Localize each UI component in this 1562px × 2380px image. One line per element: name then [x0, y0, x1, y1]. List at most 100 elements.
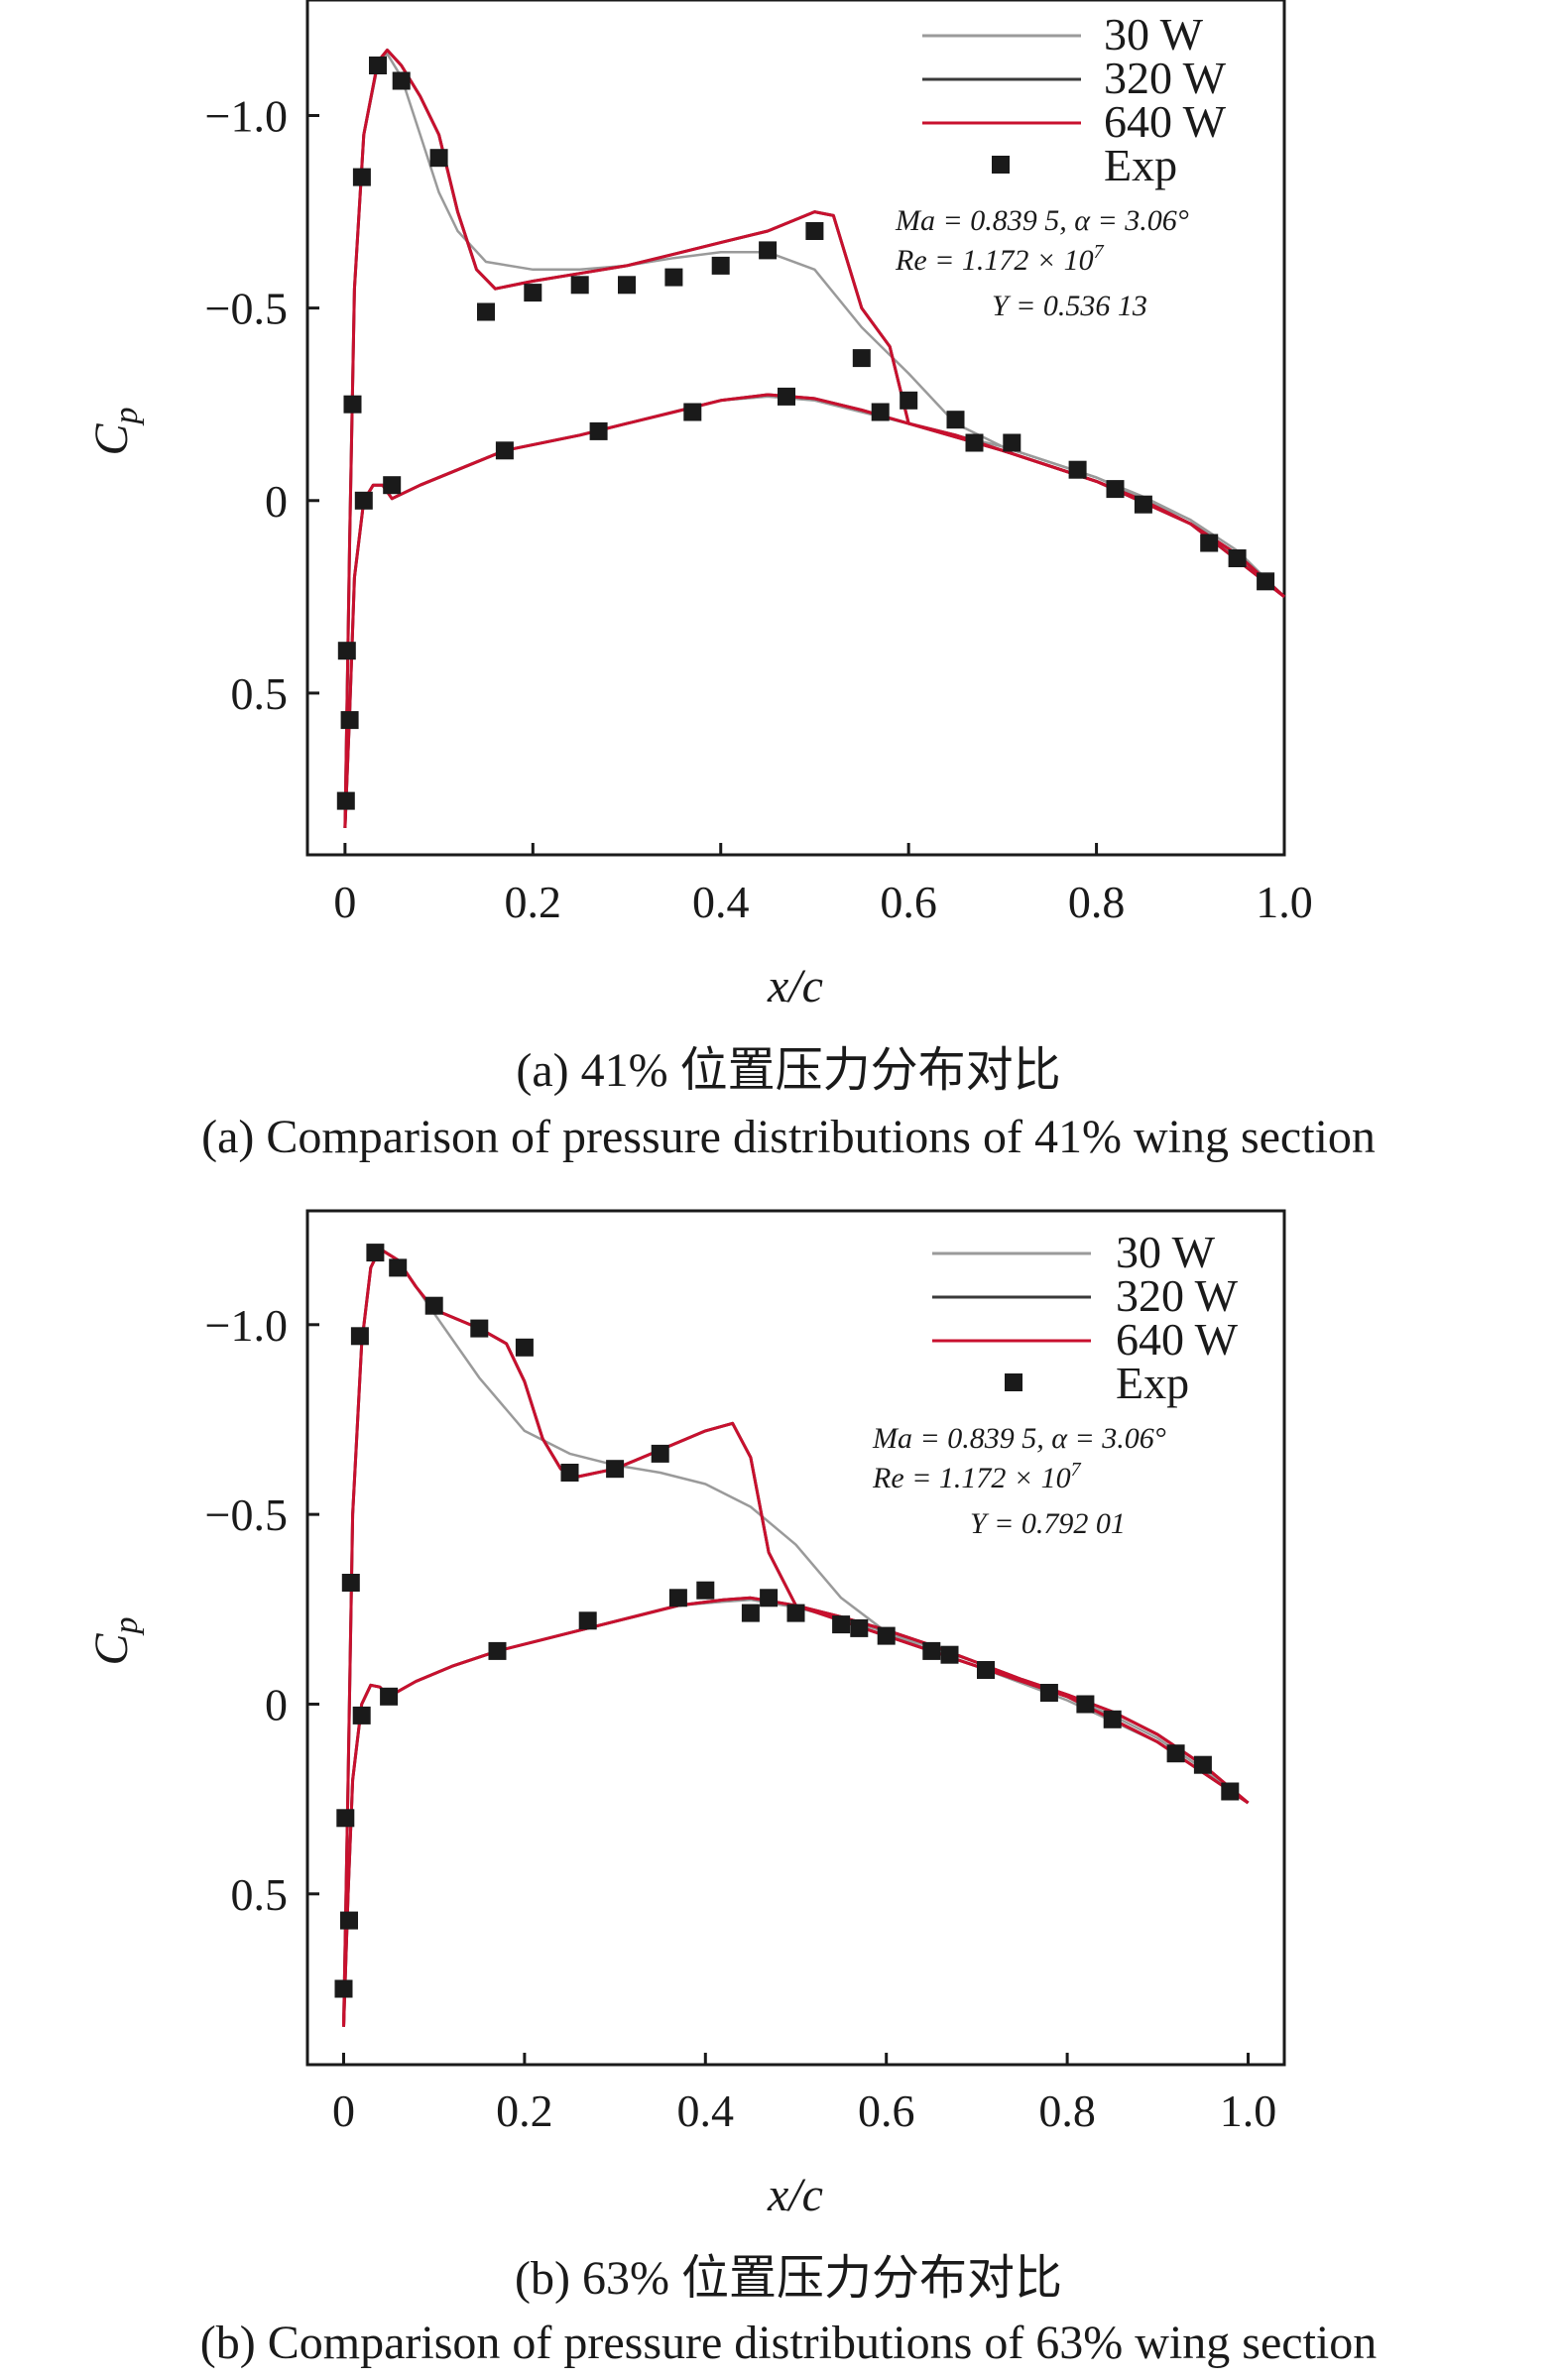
x-tick-label: 0 — [332, 2085, 355, 2136]
chart-a-caption-cn: (a) 41% 位置压力分布对比 — [516, 1044, 1060, 1097]
chart-b-frame — [305, 1209, 1286, 2067]
exp-point — [759, 241, 778, 260]
y-tick-label: −1.0 — [205, 90, 288, 141]
y-tick-label: 0 — [265, 476, 288, 527]
series-line-640w-lower — [342, 1596, 1250, 2027]
chart-b-ylabel: Cp — [85, 1616, 145, 1665]
x-tick-label: 0.6 — [880, 877, 937, 927]
exp-point — [343, 395, 362, 414]
series-line-640w-upper — [342, 1247, 1250, 2027]
exp-point — [977, 1661, 995, 1679]
legend-marker-exp — [992, 156, 1010, 174]
annotation-re: Re = 1.172 × 107 — [872, 1459, 1082, 1494]
chart-a-ylabel: Cp — [85, 407, 145, 455]
legend-label-320w: 320 W — [1104, 53, 1227, 103]
x-tick-label: 0.6 — [858, 2085, 915, 2136]
exp-point — [369, 57, 387, 74]
exp-point — [1200, 534, 1219, 552]
exp-point — [340, 711, 359, 730]
chart-b-caption-en: (b) Comparison of pressure distributions… — [200, 2317, 1378, 2369]
exp-point — [946, 411, 965, 429]
legend-label-640w: 640 W — [1116, 1314, 1239, 1365]
x-tick-label: 0.2 — [496, 2085, 553, 2136]
exp-point — [940, 1645, 959, 1664]
exp-point — [1221, 1782, 1240, 1801]
x-tick-label: 1.0 — [1256, 877, 1313, 927]
exp-point — [900, 391, 918, 410]
exp-point — [383, 476, 402, 495]
exp-point — [778, 387, 795, 406]
exp-point — [477, 302, 495, 321]
chart-b-legend: 30 W 320 W 640 W Exp — [932, 1227, 1239, 1408]
exp-point — [1076, 1695, 1095, 1714]
chart-a-caption-en: (a) Comparison of pressure distributions… — [201, 1111, 1376, 1163]
x-tick-label: 0.8 — [1068, 877, 1126, 927]
chart-a-annotation: Ma = 0.839 5, α = 3.06° Re = 1.172 × 107… — [895, 204, 1189, 322]
y-tick-label: 0.5 — [231, 1869, 289, 1920]
chart-a-xlabel: x/c — [767, 960, 823, 1012]
chart-a-legend: 30 W 320 W 640 W Exp — [922, 9, 1227, 190]
exp-point — [354, 491, 373, 510]
exp-point — [352, 168, 371, 186]
exp-point — [429, 149, 448, 168]
exp-point — [389, 1258, 408, 1277]
legend-marker-exp — [1005, 1373, 1022, 1391]
chart-a: −1.0 −0.5 0 0.5 0 0.2 0.4 0.6 0.8 1.0 Cp x/c 30 … — [85, 0, 1376, 1163]
series-line-30w-lower — [343, 395, 1285, 828]
exp-point — [711, 256, 730, 275]
exp-point — [696, 1581, 715, 1600]
series-line-320w-upper — [342, 1247, 1250, 2027]
exp-point — [336, 1809, 355, 1828]
annotation-y: Y = 0.792 01 — [970, 1507, 1126, 1540]
chart-b-annotation: Ma = 0.839 5, α = 3.06° Re = 1.172 × 107… — [872, 1422, 1166, 1540]
y-tick-label: −0.5 — [205, 1489, 288, 1540]
exp-point — [336, 791, 355, 810]
chart-b-caption-cn: (b) 63% 位置压力分布对比 — [515, 2252, 1062, 2305]
y-tick-label: −1.0 — [205, 1300, 288, 1351]
legend-label-640w: 640 W — [1104, 96, 1227, 147]
exp-point — [350, 1327, 369, 1346]
legend-label-exp: Exp — [1116, 1358, 1189, 1408]
exp-point — [760, 1589, 779, 1607]
annotation-re: Re = 1.172 × 107 — [895, 241, 1105, 277]
exp-point — [1039, 1684, 1058, 1702]
exp-point — [570, 276, 589, 295]
exp-point — [922, 1641, 941, 1660]
series-line-30w-lower — [342, 1598, 1250, 2027]
exp-point — [852, 349, 871, 368]
exp-point — [1003, 433, 1021, 452]
exp-point — [380, 1687, 399, 1706]
chart-b: −1.0 −0.5 0 0.5 0 0.2 0.4 0.6 0.8 1.0 Cp x/c 30 … — [85, 1209, 1378, 2369]
legend-label-320w: 320 W — [1116, 1270, 1239, 1321]
exp-point — [832, 1615, 851, 1634]
x-tick-label: 0.2 — [505, 877, 562, 927]
exp-point — [515, 1338, 534, 1357]
exp-point — [877, 1626, 896, 1645]
chart-a-frame — [305, 0, 1286, 857]
exp-point — [589, 421, 608, 440]
x-tick-label: 0.8 — [1038, 2085, 1096, 2136]
exp-point — [871, 403, 890, 421]
x-tick-label: 0.4 — [692, 877, 750, 927]
exp-point — [495, 441, 514, 460]
exp-point — [524, 284, 542, 302]
exp-point — [340, 1911, 358, 1930]
exp-point — [683, 403, 702, 421]
legend-label-30w: 30 W — [1116, 1227, 1216, 1277]
x-tick-label: 0.4 — [677, 2085, 735, 2136]
legend-label-30w: 30 W — [1104, 9, 1204, 60]
exp-point — [334, 1979, 353, 1998]
x-tick-label: 0 — [333, 877, 356, 927]
annotation-ma: Ma = 0.839 5, α = 3.06° — [895, 204, 1189, 237]
series-line-30w-upper — [342, 1248, 1250, 2027]
exp-point — [664, 268, 683, 287]
exp-point — [392, 71, 411, 90]
exp-point — [366, 1244, 385, 1262]
exp-point — [1106, 480, 1125, 499]
y-tick-label: −0.5 — [205, 284, 288, 334]
chart-b-xlabel: x/c — [767, 2169, 823, 2221]
exp-point — [352, 1706, 371, 1725]
exp-point — [337, 642, 356, 660]
exp-point — [1228, 549, 1247, 567]
